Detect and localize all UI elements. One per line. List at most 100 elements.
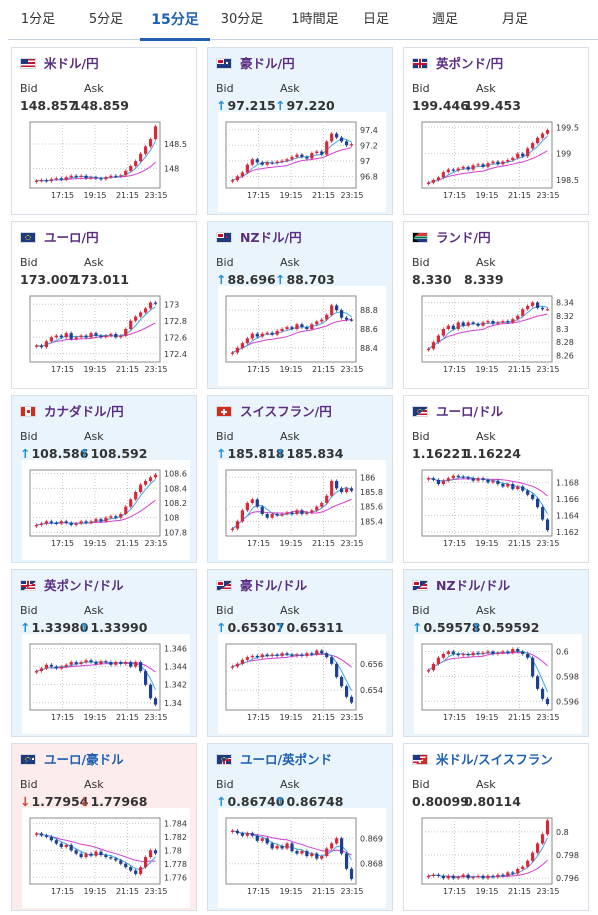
tab-5[interactable]: 日足 xyxy=(362,12,389,27)
pair-title[interactable]: 英ポンド/ドル xyxy=(20,576,124,596)
pair-title[interactable]: ランド/円 xyxy=(412,228,491,248)
bid-value: 1.16221 xyxy=(412,446,469,461)
candle-body xyxy=(270,843,274,849)
candle-body xyxy=(275,845,279,849)
ask-value: 8.339 xyxy=(464,272,504,287)
candle-body xyxy=(44,341,48,348)
rate-card[interactable]: ユーロ/円 Bid Ask 173.007 173.011 172.4 172.6 172.8… xyxy=(11,221,197,389)
rate-card[interactable]: 英ポンド/ドル Bid Ask ↑1.33980 ↑1.33990 1.34 1.342 1.… xyxy=(11,569,197,737)
rate-card[interactable]: ユーロ/豪ドル Bid Ask ↓1.77954 ↓1.77968 1.776 1.778 1… xyxy=(11,743,197,911)
pair-title[interactable]: NZドル/ドル xyxy=(412,576,510,596)
rate-card[interactable]: カナダドル/円 Bid Ask ↑108.586 ↑108.592 107.8 108 108… xyxy=(11,395,197,563)
pair-title[interactable]: ユーロ/英ポンド xyxy=(216,750,332,770)
rate-card[interactable]: 米ドル/スイスフラン Bid Ask 0.80099 0.80114 0.796 0.798… xyxy=(403,743,589,911)
pair-title[interactable]: 豪ドル/円 xyxy=(216,54,295,74)
pair-title[interactable]: 英ポンド/円 xyxy=(412,54,503,74)
rate-card[interactable]: 英ポンド/円 Bid Ask 199.446 199.453 198.5 199 199.5 1… xyxy=(403,47,589,215)
candle-body xyxy=(330,481,334,496)
bid-label: Bid xyxy=(412,604,430,617)
candle-body xyxy=(310,653,314,655)
x-tick-label: 21:15 xyxy=(312,887,335,896)
tab-0[interactable]: 1分足 xyxy=(20,12,56,27)
candle-body xyxy=(230,830,235,833)
eu-gb-flag xyxy=(216,754,232,765)
candle-body xyxy=(240,659,244,664)
x-tick-label: 21:15 xyxy=(508,887,531,896)
candle-body xyxy=(496,652,500,654)
tab-1[interactable]: 5分足 xyxy=(88,12,124,27)
candle-body xyxy=(144,146,148,154)
candle-body xyxy=(54,178,58,180)
candle-body xyxy=(471,165,475,170)
rate-card[interactable]: ユーロ/ドル Bid Ask 1.16221 1.16224 1.162 1.164 1.16… xyxy=(403,395,589,563)
bid-value: 148.857 xyxy=(20,98,77,113)
pair-title[interactable]: スイスフラン/円 xyxy=(216,402,332,422)
candle-body xyxy=(44,521,48,524)
candle-body xyxy=(290,156,294,160)
candle-body xyxy=(441,329,445,336)
rate-card[interactable]: 米ドル/円 Bid Ask 148.857 148.859 148 148.5 17:15 19… xyxy=(11,47,197,215)
x-tick-label: 23:15 xyxy=(536,365,559,374)
pair-title[interactable]: カナダドル/円 xyxy=(20,402,124,422)
candle-body xyxy=(506,484,510,487)
pair-title[interactable]: 米ドル/円 xyxy=(20,54,99,74)
bid-value: ↓1.77954 xyxy=(20,794,89,809)
ma-slow-line xyxy=(428,313,548,350)
candle-body xyxy=(124,863,128,868)
tab-3[interactable]: 30分足 xyxy=(220,12,264,27)
candle-body xyxy=(335,663,339,677)
candle-body xyxy=(330,657,334,664)
tab-6[interactable]: 週足 xyxy=(431,12,458,27)
candle-body xyxy=(466,322,470,326)
y-tick-label: 198.5 xyxy=(556,176,579,185)
rate-card[interactable]: NZドル/円 Bid Ask ↑88.696 ↑88.703 88.4 88.6 88.8 17… xyxy=(207,221,393,389)
pair-title[interactable]: ユーロ/円 xyxy=(20,228,99,248)
tab-4[interactable]: 1時間足 xyxy=(291,12,339,27)
rate-card[interactable]: ユーロ/英ポンド Bid Ask ↑0.86740 ↑0.86748 0.868 0.869… xyxy=(207,743,393,911)
pair-title[interactable]: ユーロ/ドル xyxy=(412,402,503,422)
pair-title[interactable]: NZドル/円 xyxy=(216,228,302,248)
y-tick-label: 1.342 xyxy=(164,681,187,690)
candle-body xyxy=(240,510,244,522)
ask-value: ↑1.33990 xyxy=(79,620,148,635)
candle-body xyxy=(245,503,249,511)
y-tick-label: 185.8 xyxy=(360,488,383,497)
candle-body xyxy=(325,314,329,320)
candle-body xyxy=(89,521,93,523)
y-tick-label: 1.162 xyxy=(556,528,579,537)
x-tick-label: 19:15 xyxy=(475,713,498,722)
pair-title[interactable]: ユーロ/豪ドル xyxy=(20,750,124,770)
rate-card[interactable]: スイスフラン/円 Bid Ask ↑185.818 ↑185.834 185.4 185.6… xyxy=(207,395,393,563)
arrow-up-icon: ↑ xyxy=(216,620,227,635)
candle-body xyxy=(310,510,314,513)
x-tick-label: 17:15 xyxy=(443,887,466,896)
ask-label: Ask xyxy=(84,256,104,269)
bid-value: ↑185.818 xyxy=(216,446,285,461)
pair-title[interactable]: 豪ドル/ドル xyxy=(216,576,307,596)
candle-body xyxy=(431,663,436,671)
rate-card[interactable]: ランド/円 Bid Ask 8.330 8.339 8.26 8.28 8.3 8.32 8.34… xyxy=(403,221,589,389)
candle-body xyxy=(461,476,465,478)
candle-body xyxy=(74,662,78,664)
rate-card[interactable]: 豪ドル/円 Bid Ask ↑97.215 ↑97.220 96.8 97 97.2 97.4 1… xyxy=(207,47,393,215)
rate-card[interactable]: 豪ドル/ドル Bid Ask ↑0.65307 ↑0.65311 0.654 0.656 17… xyxy=(207,569,393,737)
candle-body xyxy=(139,153,143,162)
ask-label: Ask xyxy=(84,82,104,95)
candle-body xyxy=(335,481,339,489)
candle-body xyxy=(69,333,73,339)
x-tick-label: 23:15 xyxy=(144,191,167,200)
rate-card[interactable]: NZドル/ドル Bid Ask ↑0.59578 ↑0.59592 0.596 0.598 0… xyxy=(403,569,589,737)
candle-body xyxy=(521,309,525,316)
ask-label: Ask xyxy=(280,82,300,95)
candle-body xyxy=(280,329,284,331)
x-tick-label: 19:15 xyxy=(83,191,106,200)
candle-body xyxy=(305,512,309,514)
candle-body xyxy=(114,516,118,518)
tab-2[interactable]: 15分足 xyxy=(140,0,210,41)
gb-us-flag xyxy=(20,580,36,591)
y-tick-label: 88.6 xyxy=(360,325,378,334)
y-tick-label: 0.869 xyxy=(360,834,383,843)
x-tick-label: 17:15 xyxy=(247,887,270,896)
tab-7[interactable]: 月足 xyxy=(501,12,528,27)
pair-title[interactable]: 米ドル/スイスフラン xyxy=(412,750,553,770)
